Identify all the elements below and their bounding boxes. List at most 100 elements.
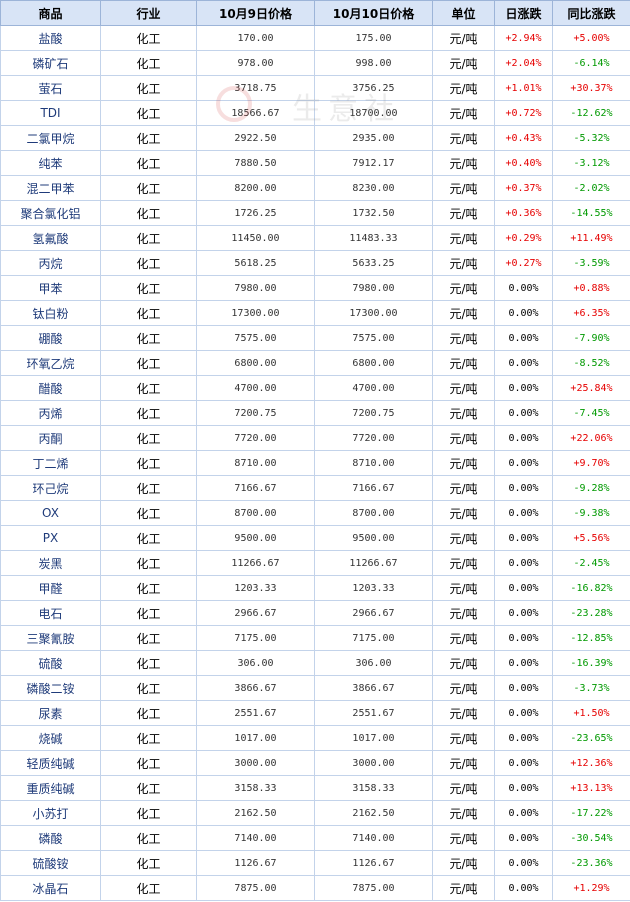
commodity-name-cell[interactable]: 硼酸 (0, 325, 101, 351)
unit-cell: 元/吨 (432, 675, 495, 701)
unit-cell: 元/吨 (432, 300, 495, 326)
daily-change-cell: +0.37% (494, 175, 553, 201)
daily-change-cell: 0.00% (494, 575, 553, 601)
yoy-change-cell: +11.49% (552, 225, 630, 251)
price-oct9-cell: 978.00 (196, 50, 315, 76)
commodity-name-cell[interactable]: 烧碱 (0, 725, 101, 751)
commodity-name-cell[interactable]: 炭黑 (0, 550, 101, 576)
price-oct9-cell: 2922.50 (196, 125, 315, 151)
commodity-name-cell[interactable]: 二氯甲烷 (0, 125, 101, 151)
yoy-change-cell: -3.12% (552, 150, 630, 176)
commodity-name-cell[interactable]: 小苏打 (0, 800, 101, 826)
commodity-name-cell[interactable]: 电石 (0, 600, 101, 626)
price-oct9-cell: 7980.00 (196, 275, 315, 301)
unit-cell: 元/吨 (432, 400, 495, 426)
table-row: OX 化工 8700.00 8700.00 元/吨 0.00% -9.38% (0, 500, 630, 526)
price-oct9-cell: 3158.33 (196, 775, 315, 801)
price-oct10-cell: 11266.67 (314, 550, 433, 576)
daily-change-cell: 0.00% (494, 875, 553, 901)
unit-cell: 元/吨 (432, 600, 495, 626)
price-oct10-cell: 2162.50 (314, 800, 433, 826)
industry-cell: 化工 (100, 575, 197, 601)
table-row: 电石 化工 2966.67 2966.67 元/吨 0.00% -23.28% (0, 600, 630, 626)
price-oct10-cell: 7575.00 (314, 325, 433, 351)
commodity-name-cell[interactable]: 混二甲苯 (0, 175, 101, 201)
yoy-change-cell: -3.73% (552, 675, 630, 701)
daily-change-cell: 0.00% (494, 300, 553, 326)
commodity-name-cell[interactable]: TDI (0, 100, 101, 126)
commodity-name-cell[interactable]: 轻质纯碱 (0, 750, 101, 776)
unit-cell: 元/吨 (432, 375, 495, 401)
commodity-name-cell[interactable]: PX (0, 525, 101, 551)
industry-cell: 化工 (100, 625, 197, 651)
unit-cell: 元/吨 (432, 775, 495, 801)
commodity-name-cell[interactable]: 磷酸二铵 (0, 675, 101, 701)
price-oct10-cell: 3000.00 (314, 750, 433, 776)
table-row: 萤石 化工 3718.75 3756.25 元/吨 +1.01% +30.37% (0, 75, 630, 101)
price-oct10-cell: 306.00 (314, 650, 433, 676)
industry-cell: 化工 (100, 400, 197, 426)
commodity-name-cell[interactable]: 环氧乙烷 (0, 350, 101, 376)
commodity-name-cell[interactable]: 萤石 (0, 75, 101, 101)
price-oct10-cell: 998.00 (314, 50, 433, 76)
commodity-name-cell[interactable]: 丙烯 (0, 400, 101, 426)
commodity-name-cell[interactable]: 醋酸 (0, 375, 101, 401)
daily-change-cell: 0.00% (494, 375, 553, 401)
daily-change-cell: 0.00% (494, 325, 553, 351)
price-oct9-cell: 3000.00 (196, 750, 315, 776)
table-row: 重质纯碱 化工 3158.33 3158.33 元/吨 0.00% +13.13% (0, 775, 630, 801)
commodity-name-cell[interactable]: 硫酸铵 (0, 850, 101, 876)
unit-cell: 元/吨 (432, 575, 495, 601)
price-oct10-cell: 3756.25 (314, 75, 433, 101)
commodity-name-cell[interactable]: 三聚氰胺 (0, 625, 101, 651)
yoy-change-cell: +13.13% (552, 775, 630, 801)
price-oct9-cell: 6800.00 (196, 350, 315, 376)
yoy-change-cell: +22.06% (552, 425, 630, 451)
unit-cell: 元/吨 (432, 550, 495, 576)
price-oct9-cell: 7200.75 (196, 400, 315, 426)
unit-cell: 元/吨 (432, 450, 495, 476)
yoy-change-cell: -23.28% (552, 600, 630, 626)
industry-cell: 化工 (100, 225, 197, 251)
price-oct10-cell: 175.00 (314, 25, 433, 51)
commodity-name-cell[interactable]: 甲醛 (0, 575, 101, 601)
yoy-change-cell: -2.02% (552, 175, 630, 201)
yoy-change-cell: -16.82% (552, 575, 630, 601)
table-row: 盐酸 化工 170.00 175.00 元/吨 +2.94% +5.00% (0, 25, 630, 51)
commodity-name-cell[interactable]: 盐酸 (0, 25, 101, 51)
commodity-name-cell[interactable]: 氢氟酸 (0, 225, 101, 251)
commodity-name-cell[interactable]: 冰晶石 (0, 875, 101, 901)
commodity-name-cell[interactable]: 尿素 (0, 700, 101, 726)
daily-change-cell: 0.00% (494, 800, 553, 826)
table-row: PX 化工 9500.00 9500.00 元/吨 0.00% +5.56% (0, 525, 630, 551)
price-oct10-cell: 4700.00 (314, 375, 433, 401)
industry-cell: 化工 (100, 75, 197, 101)
industry-cell: 化工 (100, 875, 197, 901)
industry-cell: 化工 (100, 850, 197, 876)
table-row: 混二甲苯 化工 8200.00 8230.00 元/吨 +0.37% -2.02% (0, 175, 630, 201)
commodity-name-cell[interactable]: 磷矿石 (0, 50, 101, 76)
commodity-name-cell[interactable]: 聚合氯化铝 (0, 200, 101, 226)
industry-cell: 化工 (100, 25, 197, 51)
commodity-name-cell[interactable]: 环己烷 (0, 475, 101, 501)
commodity-name-cell[interactable]: 重质纯碱 (0, 775, 101, 801)
price-oct9-cell: 1203.33 (196, 575, 315, 601)
commodity-name-cell[interactable]: OX (0, 500, 101, 526)
table-row: 丁二烯 化工 8710.00 8710.00 元/吨 0.00% +9.70% (0, 450, 630, 476)
commodity-name-cell[interactable]: 甲苯 (0, 275, 101, 301)
price-oct9-cell: 8700.00 (196, 500, 315, 526)
price-oct9-cell: 11450.00 (196, 225, 315, 251)
industry-cell: 化工 (100, 750, 197, 776)
commodity-name-cell[interactable]: 丙酮 (0, 425, 101, 451)
commodity-name-cell[interactable]: 钛白粉 (0, 300, 101, 326)
industry-cell: 化工 (100, 825, 197, 851)
commodity-name-cell[interactable]: 丁二烯 (0, 450, 101, 476)
commodity-name-cell[interactable]: 丙烷 (0, 250, 101, 276)
commodity-name-cell[interactable]: 硫酸 (0, 650, 101, 676)
commodity-name-cell[interactable]: 磷酸 (0, 825, 101, 851)
unit-cell: 元/吨 (432, 625, 495, 651)
price-oct9-cell: 17300.00 (196, 300, 315, 326)
price-oct9-cell: 9500.00 (196, 525, 315, 551)
unit-cell: 元/吨 (432, 725, 495, 751)
commodity-name-cell[interactable]: 纯苯 (0, 150, 101, 176)
